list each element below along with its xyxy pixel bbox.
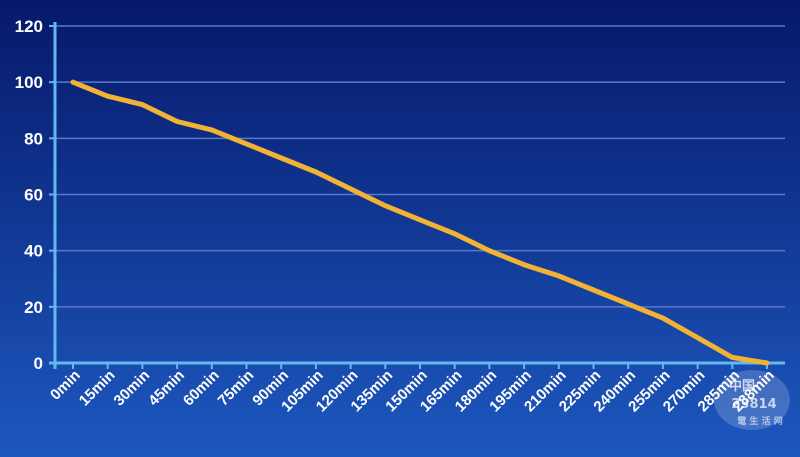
data-point	[209, 127, 215, 133]
watermark-text-top: 中国	[729, 378, 755, 394]
data-point	[695, 335, 700, 341]
data-point	[244, 141, 249, 147]
y-tick-label: 0	[34, 354, 43, 373]
y-tick-labels: 0 20 40 60 80 100 120	[15, 17, 43, 373]
data-point	[729, 354, 735, 360]
axes	[49, 22, 785, 369]
data-point	[174, 119, 180, 124]
data-point	[105, 93, 111, 99]
y-tick-label: 80	[24, 129, 43, 148]
y-tick-label: 100	[15, 73, 43, 92]
data-point	[348, 186, 353, 192]
data-point	[140, 102, 145, 108]
data-point	[521, 262, 527, 268]
watermark-text-bottom: 電 生 活 网	[737, 415, 782, 427]
watermark-logo: 中国 23814 電 生 活 网	[714, 370, 790, 430]
data-point	[313, 169, 319, 175]
data-point	[278, 155, 284, 161]
data-point	[625, 301, 631, 307]
watermark-text-mid: 23814	[731, 397, 776, 412]
y-tick-label: 120	[15, 17, 43, 36]
data-point	[382, 203, 388, 209]
data-point	[487, 248, 492, 254]
series-layer	[70, 79, 770, 366]
data-point	[556, 273, 562, 279]
data-point	[764, 360, 770, 366]
data-point	[591, 287, 596, 293]
grid-lines	[55, 25, 785, 308]
data-point	[70, 79, 76, 85]
data-point	[417, 217, 423, 223]
y-tick-label: 60	[24, 186, 43, 205]
y-tick-label: 20	[24, 298, 43, 317]
data-point	[452, 231, 458, 237]
y-tick-label: 40	[24, 242, 43, 261]
data-point	[660, 315, 666, 321]
